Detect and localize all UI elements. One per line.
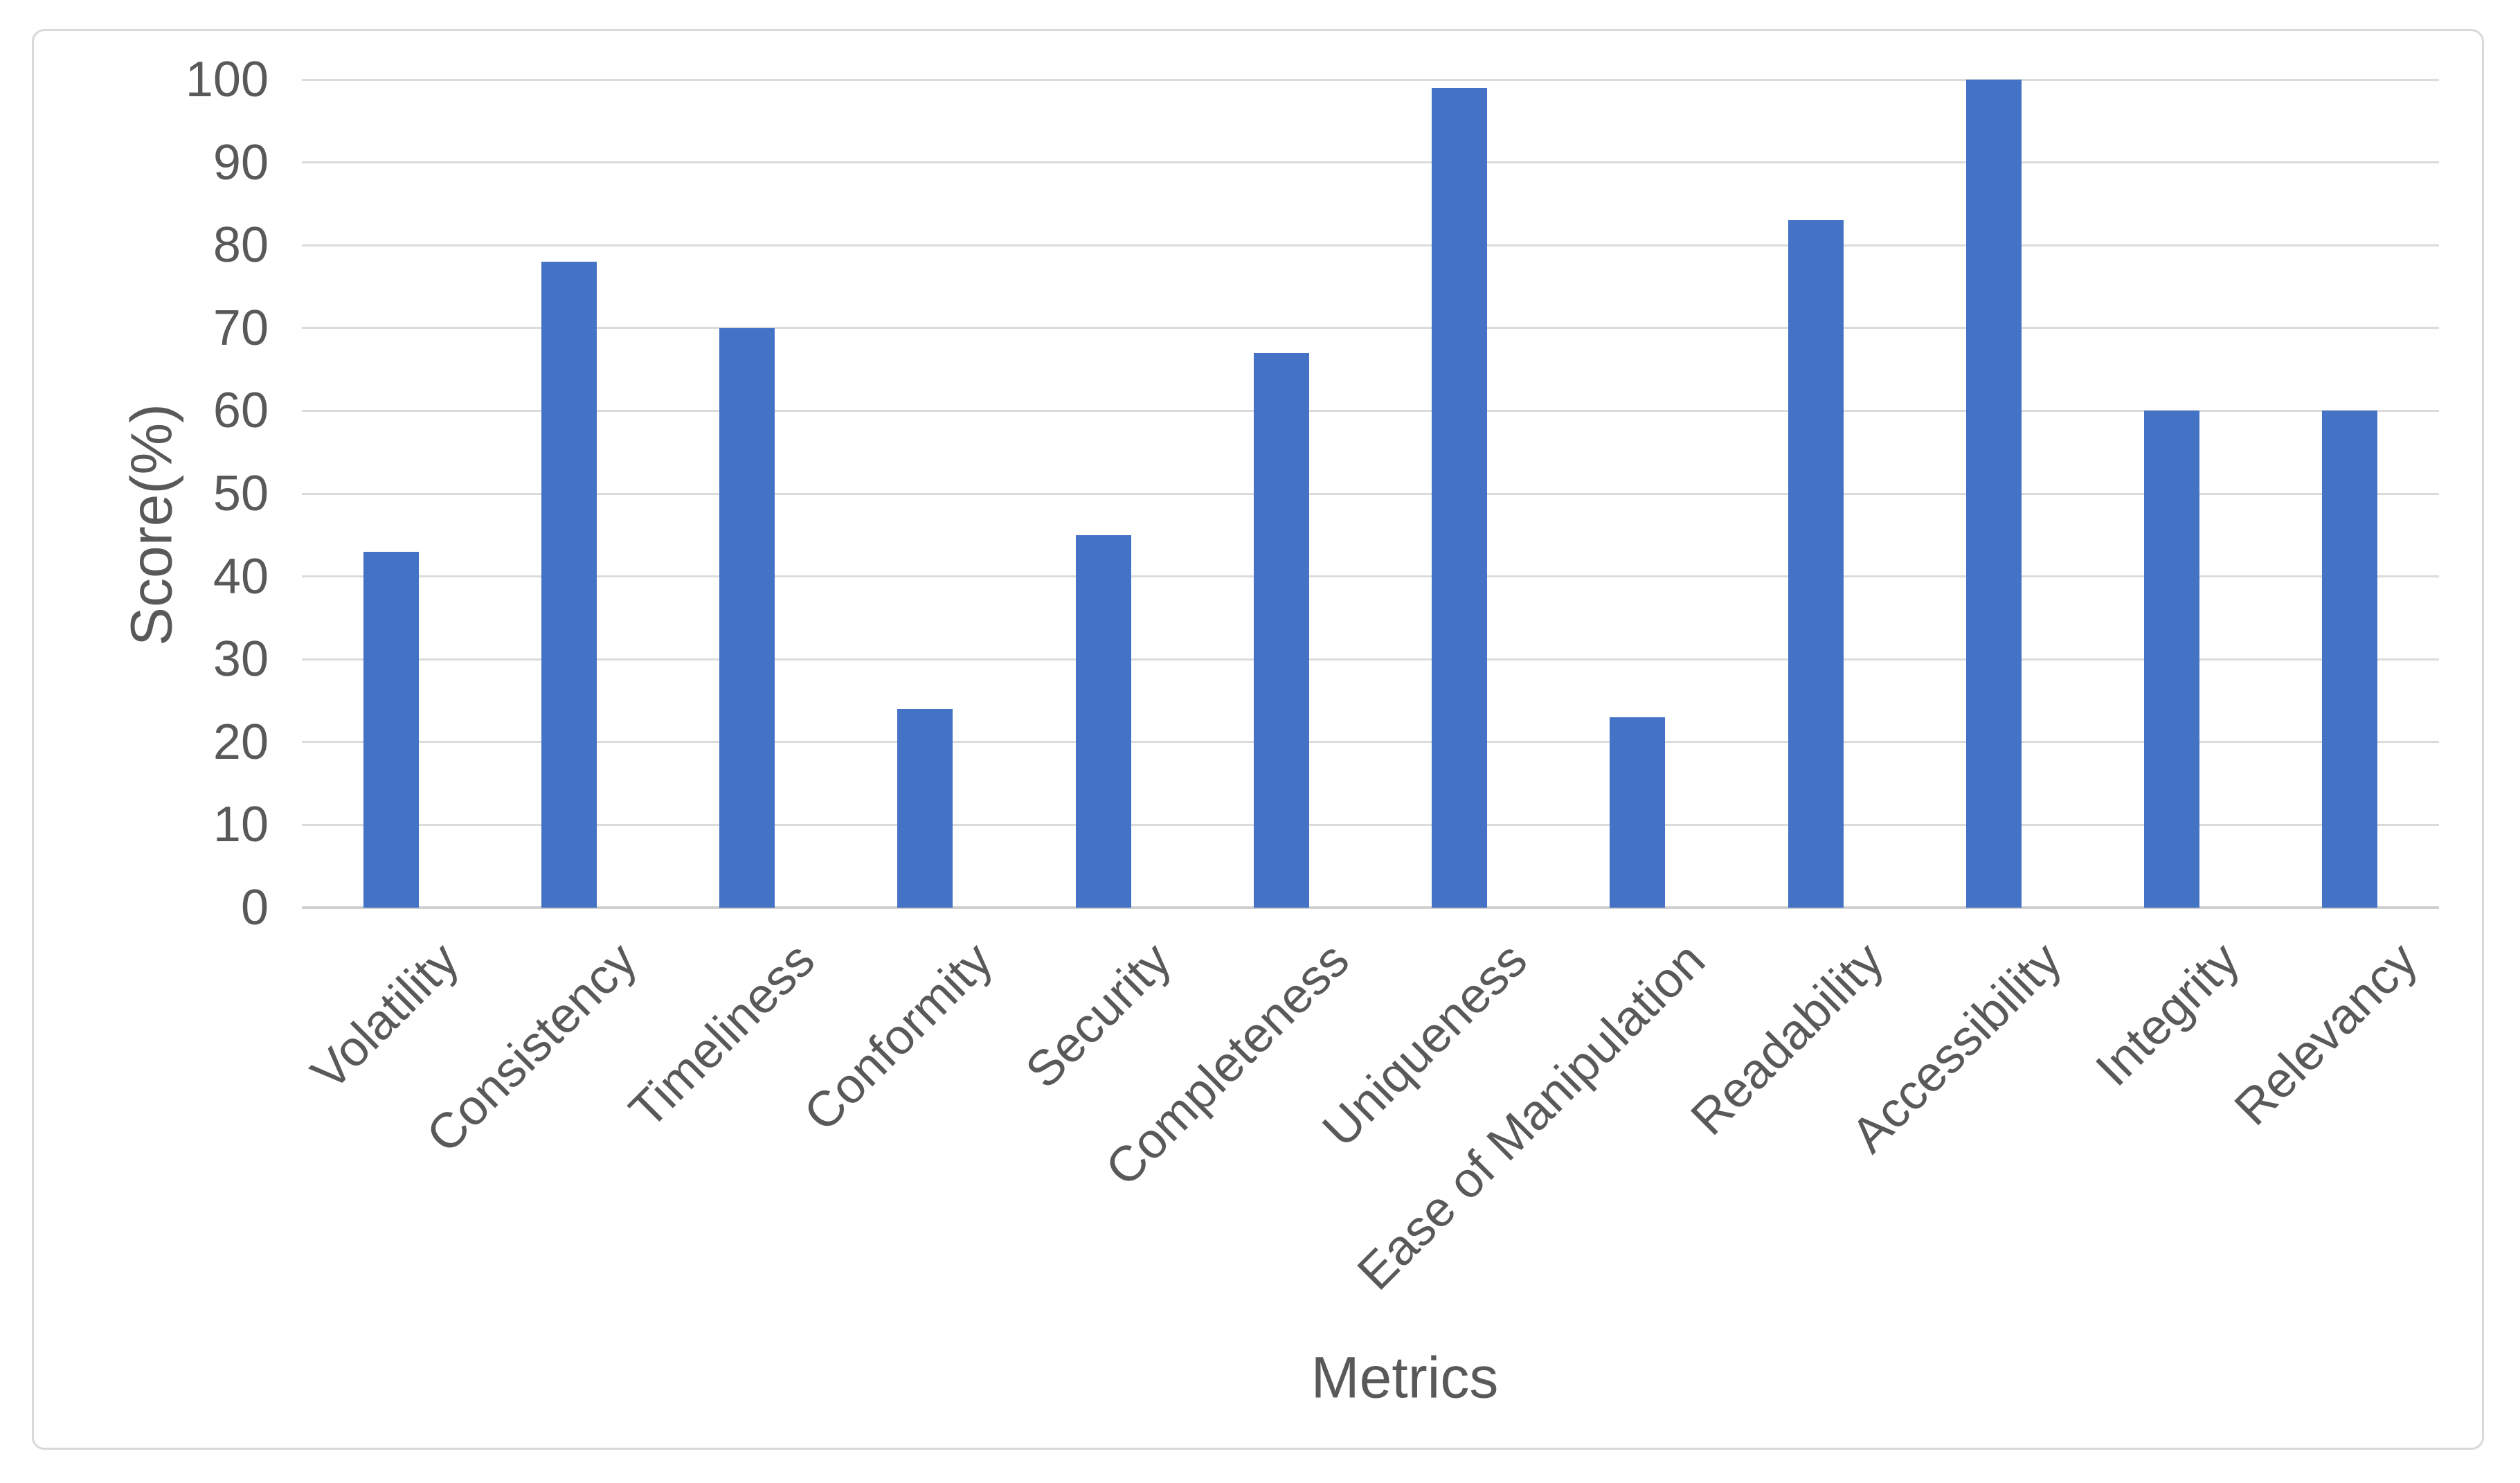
gridline-y-90 <box>302 161 2439 164</box>
x-axis-title: Metrics <box>1311 1345 1499 1410</box>
y-tick-label-80: 80 <box>213 217 269 273</box>
x-axis-line <box>302 906 2439 909</box>
y-tick-label-0: 0 <box>240 880 269 935</box>
y-tick-label-70: 70 <box>213 300 269 356</box>
gridline-y-20 <box>302 741 2439 744</box>
bar-ease-of-manipulation <box>1610 717 1666 908</box>
y-tick-label-100: 100 <box>185 52 269 107</box>
bar-readability <box>1788 220 1844 908</box>
y-tick-label-90: 90 <box>213 134 269 190</box>
y-tick-label-20: 20 <box>213 714 269 770</box>
gridline-y-50 <box>302 492 2439 495</box>
y-tick-label-50: 50 <box>213 466 269 521</box>
gridline-y-30 <box>302 658 2439 660</box>
y-axis-title: Score(%) <box>118 403 184 647</box>
bar-volatility <box>363 551 419 908</box>
bar-integrity <box>2144 411 2200 908</box>
gridline-y-70 <box>302 327 2439 330</box>
y-tick-label-30: 30 <box>213 631 269 687</box>
gridline-y-80 <box>302 244 2439 246</box>
plot-area <box>302 78 2439 909</box>
bar-completeness <box>1253 352 1309 908</box>
gridline-y-10 <box>302 823 2439 826</box>
gridline-y-100 <box>302 78 2439 81</box>
bar-uniqueness <box>1432 87 1488 908</box>
gridline-y-40 <box>302 575 2439 578</box>
bar-consistency <box>541 262 597 908</box>
bar-security <box>1075 534 1131 908</box>
y-tick-label-60: 60 <box>213 383 269 439</box>
bar-timeliness <box>719 327 775 908</box>
gridline-y-60 <box>302 409 2439 412</box>
bar-accessibility <box>1965 80 2022 908</box>
y-tick-label-10: 10 <box>213 797 269 853</box>
bar-conformity <box>897 708 953 908</box>
bar-relevancy <box>2322 411 2378 908</box>
y-tick-label-40: 40 <box>213 548 269 604</box>
